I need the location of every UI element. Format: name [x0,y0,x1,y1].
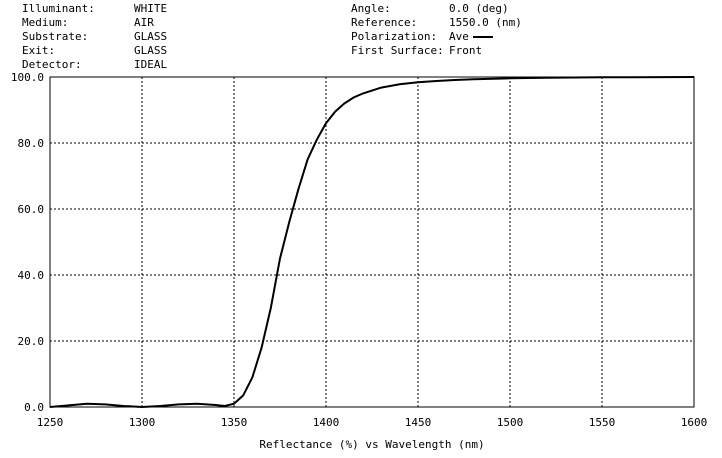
x-tick-label: 1400 [313,416,340,429]
info-row: Illuminant: WHITE [22,2,167,16]
y-tick-label: 100.0 [11,71,44,84]
x-tick-labels: 1250 1300 1350 1400 1450 1500 1550 1600 [37,416,708,429]
info-value: AIR [134,16,154,29]
info-value: 1550.0 (nm) [449,16,522,29]
info-label: First Surface: [351,44,444,57]
info-value: GLASS [134,44,168,57]
plot-frame [49,76,695,408]
right-info-panel: Angle: 0.0 (deg) Reference: 1550.0 (nm) Pola… [351,2,522,58]
y-tick-label: 40.0 [18,269,45,282]
info-row: Detector: IDEAL [22,58,167,72]
info-value: WHITE [134,2,168,15]
info-label: Detector: [22,58,82,71]
x-tick-label: 1350 [221,416,248,429]
info-row: Exit: GLASS [22,44,167,58]
y-tick-label: 80.0 [18,137,45,150]
x-axis-label: Reflectance (%) vs Wavelength (nm) [259,438,484,451]
grid-lines [50,77,694,407]
left-info-panel: Illuminant: WHITE Medium: AIR Substrate: GLAS… [22,2,167,72]
info-row: Medium: AIR [22,16,167,30]
info-value: IDEAL [134,58,168,71]
info-label: Angle: [351,2,391,15]
info-row: Polarization: Ave [351,30,522,44]
info-value: GLASS [134,30,168,43]
info-value: Ave [449,30,469,43]
info-label: Substrate: [22,30,89,43]
y-tick-label: 60.0 [18,203,45,216]
x-tick-label: 1250 [37,416,64,429]
info-value: Front [449,44,483,57]
info-label: Exit: [22,44,56,57]
info-label: Reference: [351,16,418,29]
x-tick-label: 1550 [589,416,616,429]
x-tick-label: 1450 [405,416,432,429]
x-tick-label: 1600 [681,416,708,429]
info-row: Substrate: GLASS [22,30,167,44]
info-label: Polarization: [351,30,438,43]
info-label: Medium: [22,16,69,29]
info-row: Reference: 1550.0 (nm) [351,16,522,30]
x-tick-label: 1300 [129,416,156,429]
legend-line-icon [472,36,493,38]
x-tick-label: 1500 [497,416,524,429]
info-value: 0.0 (deg) [449,2,509,15]
info-row: Angle: 0.0 (deg) [351,2,522,16]
y-tick-label: 0.0 [24,401,44,414]
info-label: Illuminant: [22,2,95,15]
y-tick-labels: 0.0 20.0 40.0 60.0 80.0 100.0 [11,71,44,414]
reflectance-curve [49,76,695,409]
y-tick-label: 20.0 [18,335,45,348]
info-row: First Surface: Front [351,44,522,58]
